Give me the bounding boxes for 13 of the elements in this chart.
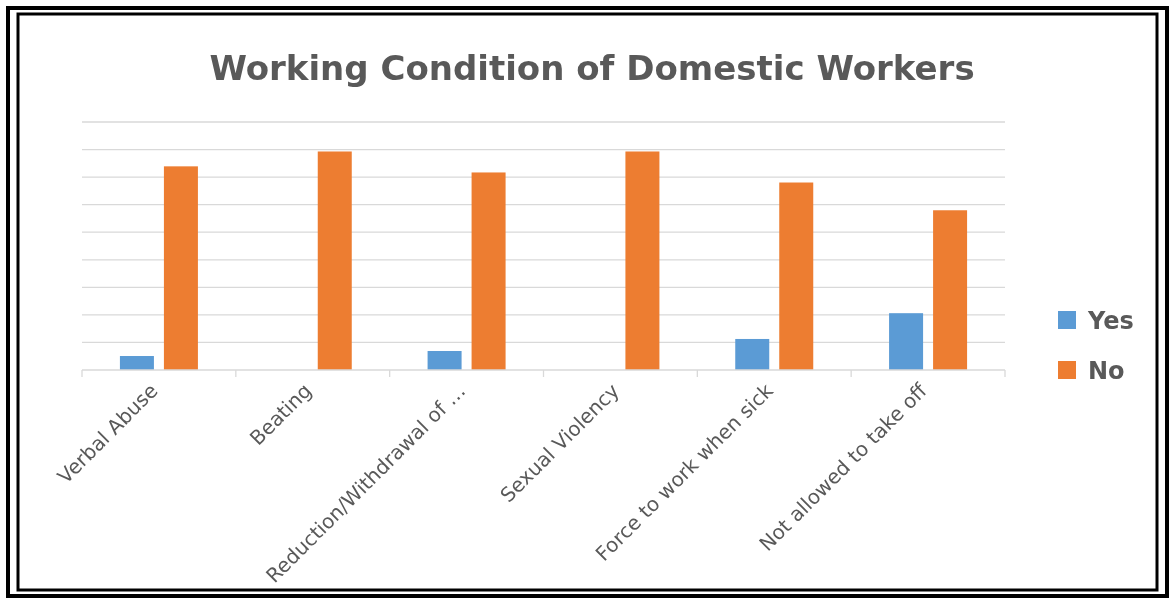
- legend-label: No: [1088, 357, 1125, 385]
- bar: [889, 313, 924, 370]
- bar: [427, 350, 462, 370]
- bar: [779, 182, 814, 370]
- chart-title: Working Condition of Domestic Workers: [209, 48, 975, 88]
- bar: [933, 210, 968, 370]
- legend-label: Yes: [1087, 307, 1134, 335]
- bar: [119, 356, 154, 370]
- bar: [163, 166, 198, 370]
- bar: [317, 151, 352, 370]
- bar: [735, 338, 770, 370]
- bar: [471, 172, 506, 370]
- bar: [625, 151, 660, 370]
